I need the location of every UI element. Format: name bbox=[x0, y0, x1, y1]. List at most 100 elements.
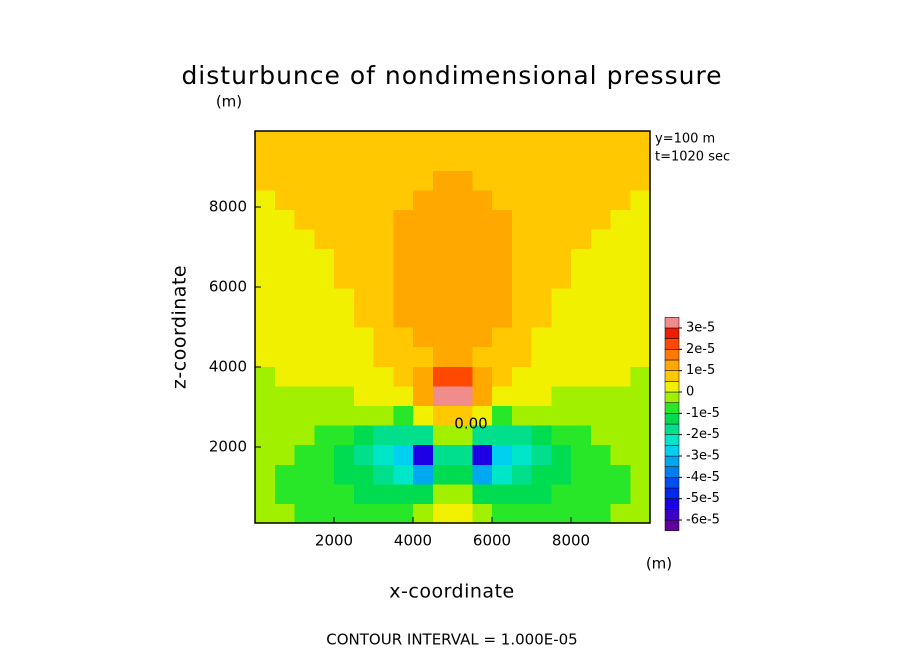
cell bbox=[432, 444, 454, 465]
cell bbox=[314, 150, 335, 171]
cell bbox=[531, 385, 552, 406]
cell bbox=[551, 385, 572, 406]
cell bbox=[551, 170, 572, 191]
cell bbox=[492, 327, 513, 348]
cell bbox=[432, 287, 454, 308]
cell bbox=[334, 150, 355, 171]
cell bbox=[255, 405, 276, 426]
cell bbox=[492, 189, 513, 210]
cell bbox=[630, 307, 651, 328]
cell bbox=[294, 366, 315, 387]
cell bbox=[492, 503, 513, 524]
cell bbox=[551, 268, 572, 289]
cell bbox=[413, 483, 434, 504]
cell bbox=[472, 189, 493, 210]
cell bbox=[255, 385, 276, 406]
x-tick-label: 4000 bbox=[394, 532, 432, 550]
cell bbox=[314, 170, 335, 191]
cell bbox=[393, 483, 414, 504]
cell bbox=[492, 150, 513, 171]
cell bbox=[630, 229, 651, 250]
cell bbox=[630, 189, 651, 210]
cell bbox=[413, 307, 434, 328]
cell bbox=[373, 444, 394, 465]
cell bbox=[590, 268, 612, 289]
cell bbox=[571, 405, 592, 426]
cell bbox=[353, 248, 375, 269]
cell bbox=[472, 385, 493, 406]
cell bbox=[610, 385, 631, 406]
cell bbox=[630, 405, 651, 426]
colorbar-swatch bbox=[664, 498, 680, 510]
cell bbox=[610, 150, 631, 171]
cell bbox=[492, 229, 513, 250]
cell bbox=[373, 307, 394, 328]
cell bbox=[353, 385, 375, 406]
colorbar-swatch bbox=[664, 370, 680, 382]
cell bbox=[590, 150, 612, 171]
cell bbox=[610, 327, 631, 348]
cell bbox=[472, 444, 493, 465]
cell bbox=[334, 483, 355, 504]
cell bbox=[294, 346, 315, 367]
cell bbox=[255, 366, 276, 387]
cell bbox=[630, 385, 651, 406]
cell bbox=[571, 170, 592, 191]
cell bbox=[274, 366, 296, 387]
cell bbox=[531, 327, 552, 348]
cell bbox=[255, 189, 276, 210]
colorbar-label: -1e-5 bbox=[686, 406, 720, 421]
cell bbox=[334, 307, 355, 328]
cell bbox=[472, 464, 493, 485]
cell bbox=[531, 483, 552, 504]
cell bbox=[531, 150, 552, 171]
cell bbox=[373, 405, 394, 426]
cell bbox=[255, 346, 276, 367]
cell bbox=[432, 209, 454, 230]
cell bbox=[413, 327, 434, 348]
colorbar-label: -2e-5 bbox=[686, 427, 720, 442]
cell bbox=[511, 483, 533, 504]
cell bbox=[452, 483, 473, 504]
cell bbox=[551, 327, 572, 348]
cell bbox=[393, 170, 414, 191]
cell bbox=[432, 268, 454, 289]
y-tick-label: 8000 bbox=[209, 198, 247, 216]
cell bbox=[452, 150, 473, 171]
cell bbox=[492, 268, 513, 289]
cell bbox=[314, 327, 335, 348]
cell bbox=[630, 444, 651, 465]
cell bbox=[590, 366, 612, 387]
cell bbox=[294, 268, 315, 289]
cell bbox=[274, 307, 296, 328]
cell bbox=[413, 268, 434, 289]
cell bbox=[630, 150, 651, 171]
cell bbox=[531, 287, 552, 308]
cell bbox=[393, 189, 414, 210]
cell bbox=[334, 131, 355, 152]
cell bbox=[314, 503, 335, 524]
cell bbox=[373, 287, 394, 308]
cell bbox=[551, 444, 572, 465]
cell bbox=[353, 189, 375, 210]
cell bbox=[610, 346, 631, 367]
cell bbox=[472, 483, 493, 504]
cell bbox=[531, 209, 552, 230]
cell bbox=[571, 366, 592, 387]
cell bbox=[393, 366, 414, 387]
cell bbox=[373, 209, 394, 230]
cell bbox=[551, 483, 572, 504]
cell bbox=[432, 307, 454, 328]
cell bbox=[551, 425, 572, 446]
cell bbox=[334, 425, 355, 446]
cell bbox=[413, 444, 434, 465]
cell bbox=[255, 425, 276, 446]
cell bbox=[472, 150, 493, 171]
colorbar-swatch bbox=[664, 487, 680, 499]
cell bbox=[294, 483, 315, 504]
cell bbox=[492, 464, 513, 485]
cell bbox=[630, 327, 651, 348]
cell bbox=[531, 503, 552, 524]
cell bbox=[630, 346, 651, 367]
cell bbox=[571, 346, 592, 367]
